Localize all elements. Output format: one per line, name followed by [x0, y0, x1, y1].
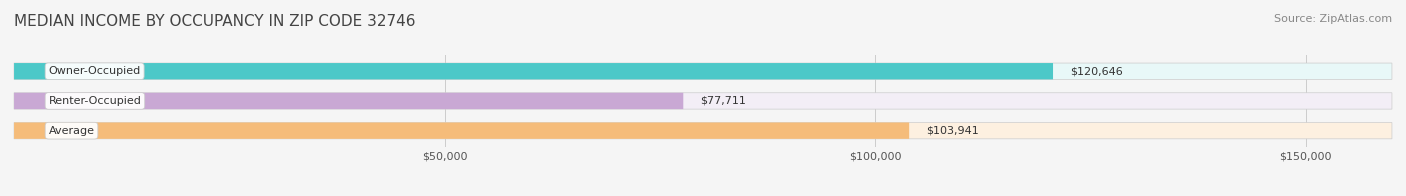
Text: $103,941: $103,941 [927, 126, 979, 136]
FancyBboxPatch shape [14, 63, 1392, 79]
FancyBboxPatch shape [14, 93, 1392, 109]
FancyBboxPatch shape [14, 93, 683, 109]
Text: Source: ZipAtlas.com: Source: ZipAtlas.com [1274, 14, 1392, 24]
Text: Renter-Occupied: Renter-Occupied [48, 96, 142, 106]
FancyBboxPatch shape [14, 122, 1392, 139]
Text: $77,711: $77,711 [700, 96, 747, 106]
Text: Owner-Occupied: Owner-Occupied [48, 66, 141, 76]
FancyBboxPatch shape [14, 122, 910, 139]
Text: MEDIAN INCOME BY OCCUPANCY IN ZIP CODE 32746: MEDIAN INCOME BY OCCUPANCY IN ZIP CODE 3… [14, 14, 416, 29]
Text: Average: Average [48, 126, 94, 136]
FancyBboxPatch shape [14, 63, 1053, 79]
Text: $120,646: $120,646 [1070, 66, 1123, 76]
